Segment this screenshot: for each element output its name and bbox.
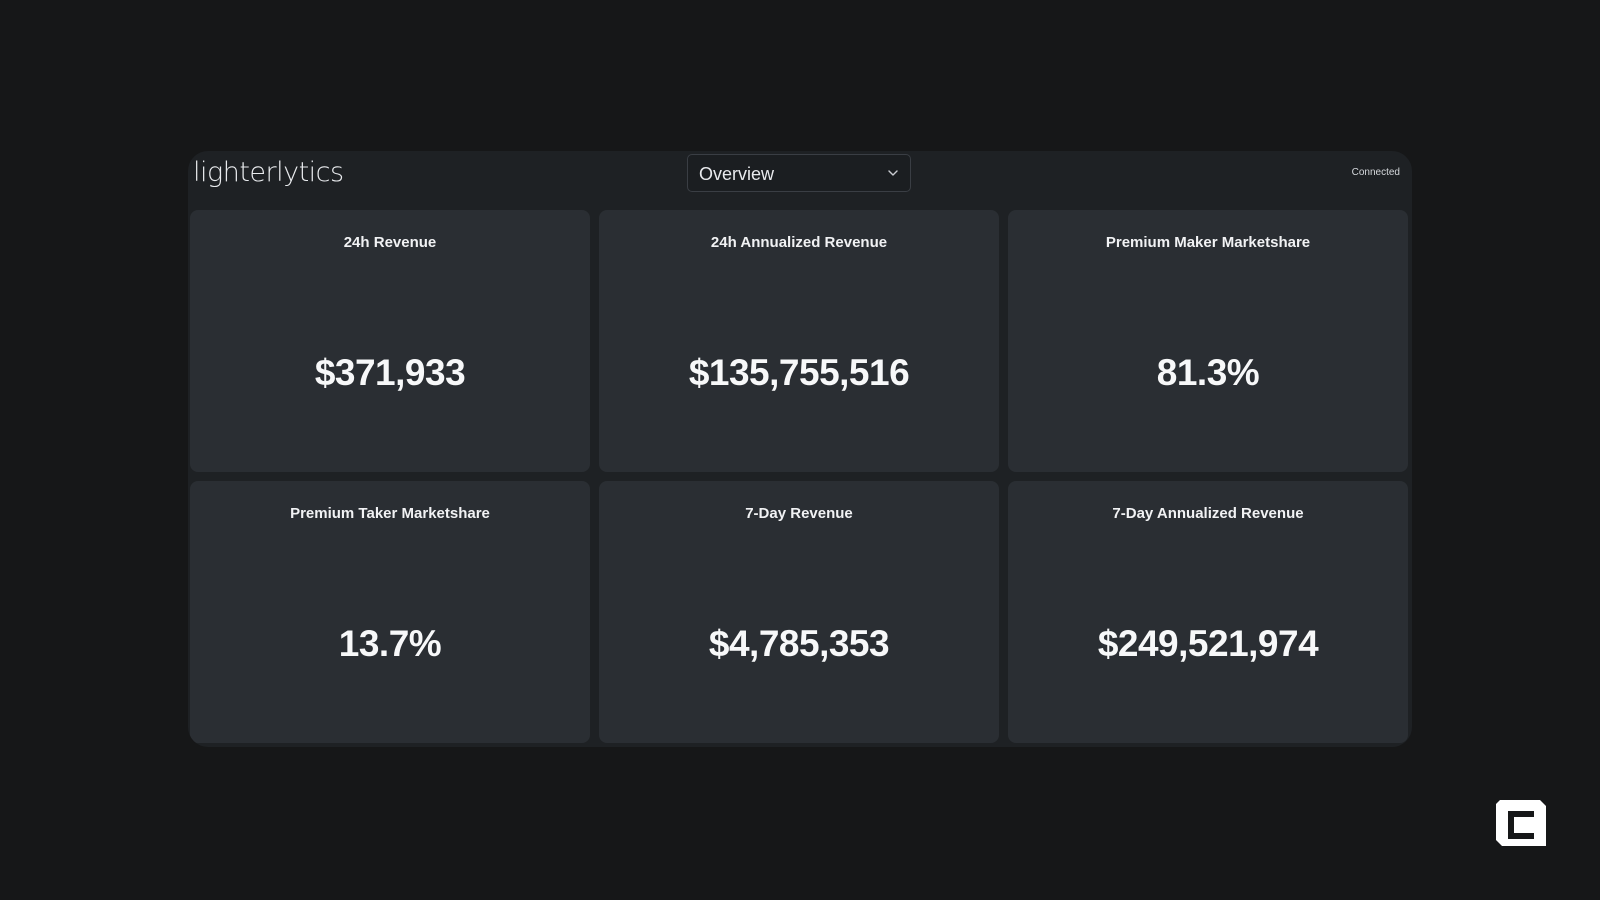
connection-status: Connected [1351,167,1400,178]
metric-card-24h-annualized-revenue: 24h Annualized Revenue $135,755,516 [599,210,999,472]
metric-title: 24h Revenue [343,234,437,251]
top-bar: lighterlytics Overview Connected [188,151,1412,201]
metric-value: $135,755,516 [688,352,910,393]
chevron-down-icon [888,170,898,176]
metric-title: 7-Day Annualized Revenue [1112,505,1304,522]
metric-card-premium-taker-marketshare: Premium Taker Marketshare 13.7% [190,481,590,743]
brand-logo[interactable]: lighterlytics [193,157,344,188]
metric-value: 81.3% [1156,352,1260,393]
metric-value: $249,521,974 [1097,623,1319,664]
metric-value: $4,785,353 [708,623,890,664]
watermark-logo-icon [1496,800,1546,846]
metrics-grid: 24h Revenue $371,933 24h Annualized Reve… [190,210,1410,743]
dashboard-panel: lighterlytics Overview Connected 24h Rev… [188,151,1412,747]
metric-card-7-day-revenue: 7-Day Revenue $4,785,353 [599,481,999,743]
metric-title: 24h Annualized Revenue [710,234,888,251]
metric-card-premium-maker-marketshare: Premium Maker Marketshare 81.3% [1008,210,1408,472]
metric-value: 13.7% [338,623,442,664]
view-dropdown[interactable]: Overview [687,154,911,192]
metric-title: Premium Maker Marketshare [1105,234,1311,251]
metric-value: $371,933 [314,352,466,393]
view-dropdown-value: Overview [699,164,775,184]
metric-title: 7-Day Revenue [745,505,853,522]
metric-card-7-day-annualized-revenue: 7-Day Annualized Revenue $249,521,974 [1008,481,1408,743]
metric-title: Premium Taker Marketshare [290,505,490,522]
metric-card-24h-revenue: 24h Revenue $371,933 [190,210,590,472]
